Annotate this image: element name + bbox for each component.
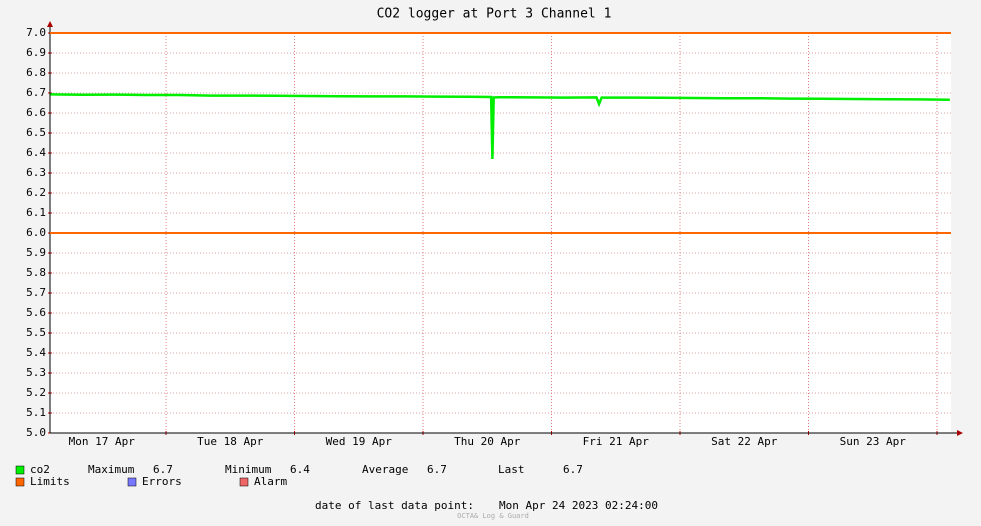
- y-tick-label: 5.9: [26, 246, 46, 259]
- stat-value: 6.7: [563, 463, 583, 476]
- x-tick-label: Fri 21 Apr: [583, 435, 650, 448]
- legend-swatch: [239, 477, 249, 487]
- y-tick-label: 6.7: [26, 86, 46, 99]
- legend-label: Alarm: [254, 475, 287, 488]
- y-tick-label: 5.2: [26, 386, 46, 399]
- y-tick-label: 6.3: [26, 166, 46, 179]
- stat-value: 6.7: [153, 463, 173, 476]
- y-tick-label: 5.8: [26, 266, 46, 279]
- y-tick-label: 6.5: [26, 126, 46, 139]
- x-tick-label: Sun 23 Apr: [840, 435, 907, 448]
- x-tick-label: Sat 22 Apr: [711, 435, 778, 448]
- y-tick-label: 5.6: [26, 306, 46, 319]
- axis-arrow: [957, 430, 963, 436]
- x-tick-label: Tue 18 Apr: [197, 435, 264, 448]
- x-tick-label: Thu 20 Apr: [454, 435, 521, 448]
- y-tick-label: 6.8: [26, 66, 46, 79]
- y-tick-label: 5.5: [26, 326, 46, 339]
- legend-label: Errors: [142, 475, 182, 488]
- chart-title: CO2 logger at Port 3 Channel 1: [377, 7, 612, 22]
- axis-arrow: [47, 21, 53, 27]
- y-tick-label: 5.7: [26, 286, 46, 299]
- stat-label: Minimum: [225, 463, 272, 476]
- stat-label: Maximum: [88, 463, 135, 476]
- legend-swatch: [127, 477, 137, 487]
- y-tick-label: 6.2: [26, 186, 46, 199]
- y-tick-label: 6.6: [26, 106, 46, 119]
- y-tick-label: 5.1: [26, 406, 46, 419]
- y-tick-label: 5.4: [26, 346, 46, 359]
- stat-value: 6.4: [290, 463, 310, 476]
- legend-swatch: [15, 465, 25, 475]
- legend-label: Limits: [30, 475, 70, 488]
- x-tick-label: Mon 17 Apr: [69, 435, 136, 448]
- y-tick-label: 5.3: [26, 366, 46, 379]
- legend-swatch: [15, 477, 25, 487]
- watermark: OCTA& Log & Guard: [457, 512, 529, 520]
- footer-value: Mon Apr 24 2023 02:24:00: [499, 499, 658, 512]
- y-tick-label: 6.9: [26, 46, 46, 59]
- stat-label: Average: [362, 463, 408, 476]
- y-tick-label: 6.1: [26, 206, 46, 219]
- y-tick-label: 6.4: [26, 146, 46, 159]
- y-tick-label: 7.0: [26, 26, 46, 39]
- stat-label: Last: [498, 463, 525, 476]
- stat-value: 6.7: [427, 463, 447, 476]
- data-line: [50, 93, 950, 160]
- footer-label: date of last data point:: [315, 499, 474, 512]
- x-tick-label: Wed 19 Apr: [326, 435, 393, 448]
- y-tick-label: 5.0: [26, 426, 46, 439]
- y-tick-label: 6.0: [26, 226, 46, 239]
- legend-label: co2: [30, 463, 50, 476]
